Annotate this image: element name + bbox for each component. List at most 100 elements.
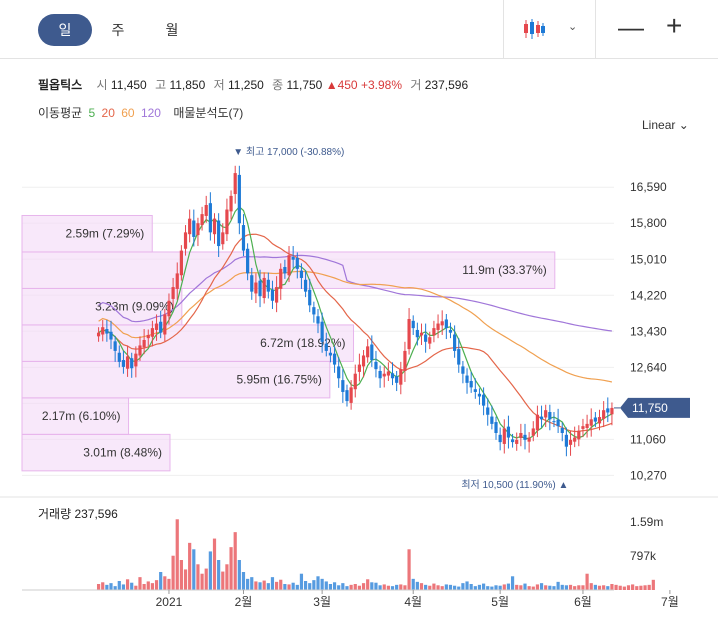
candle-body (440, 321, 444, 326)
tab-week[interactable]: 주 (111, 22, 125, 38)
candle-body (250, 275, 254, 292)
volume-bar (109, 583, 113, 590)
chevron-down-icon: ⌄ (678, 118, 689, 132)
x-tick-label: 3월 (313, 595, 331, 609)
volume-bar (250, 577, 254, 590)
candle-body (544, 410, 548, 418)
volume-bar (154, 580, 159, 590)
volume-bar (237, 560, 241, 590)
volume-bar (150, 583, 155, 590)
candle-body (366, 346, 370, 358)
candle-body (415, 329, 419, 338)
candle-body (548, 412, 552, 420)
candlestick-icon[interactable] (522, 18, 546, 40)
candle-body (581, 426, 585, 429)
tab-month[interactable]: 월 (165, 22, 179, 38)
volume-bar (101, 582, 105, 590)
volume-value: 237,596 (424, 78, 469, 92)
candle-body (490, 416, 494, 424)
volume-bar (349, 584, 353, 590)
candle-body (585, 423, 589, 428)
candle-body (382, 373, 386, 377)
candle-body (345, 390, 349, 402)
candle-body (159, 321, 163, 333)
candle-body (577, 430, 581, 440)
volume-bar (465, 581, 469, 590)
candle-body (424, 334, 428, 342)
candle-body (200, 214, 204, 226)
volume-bar (481, 583, 486, 590)
volume-bar (415, 581, 419, 590)
candle-body (564, 434, 568, 447)
volume-bar (618, 585, 622, 590)
volume-bar (639, 585, 643, 590)
volume-bar (568, 584, 573, 590)
volume-bar (204, 568, 208, 590)
min-annotation: 최저 10,500 (11.90%) ▲ (461, 479, 568, 491)
candle-body (291, 256, 295, 260)
candle-body (444, 319, 448, 329)
candle-body (395, 376, 399, 383)
scale-selector[interactable]: Linear ⌄ (642, 118, 689, 132)
volume-bar (515, 584, 519, 590)
volume-bar (498, 585, 502, 590)
candle-body (121, 360, 126, 367)
last-price-label: 11,750 (632, 401, 668, 415)
candle-body (481, 394, 486, 406)
candle-body (283, 267, 287, 274)
volume-bar (188, 542, 192, 590)
volume-bar (494, 585, 498, 590)
volume-bar (316, 576, 320, 590)
volume-bar (105, 584, 109, 590)
volume-bar (279, 579, 283, 590)
chart-toolbar: 일 주 월 ⌄ — + (0, 0, 718, 59)
candle-body (125, 356, 130, 369)
volume-bar (506, 583, 511, 590)
candle-body (556, 419, 560, 427)
change-value: ▲450 (325, 78, 358, 92)
candle-body (436, 323, 440, 330)
volume-bar (602, 585, 606, 590)
candle-body (506, 426, 511, 438)
candle-body (419, 332, 424, 336)
zoom-out-button[interactable]: — (618, 12, 644, 42)
candle-body (390, 373, 395, 379)
divider (503, 0, 504, 58)
x-tick-label: 2월 (235, 595, 253, 609)
volume-tick-label: 797k (630, 549, 657, 563)
candle-body (101, 327, 105, 335)
candle-body (573, 437, 577, 442)
volume-bar (453, 585, 457, 590)
volume-bar (424, 584, 428, 590)
volume-bar (436, 585, 440, 590)
volume-profile-bar (21, 324, 355, 362)
volume-bar (527, 586, 531, 590)
volume-bar (134, 585, 138, 590)
change-percent: +3.98% (360, 78, 402, 92)
volume-bar (121, 584, 126, 590)
candle-body (341, 380, 345, 392)
candle-body (324, 343, 328, 351)
volume-bar (196, 564, 200, 590)
x-tick-label: 6월 (574, 595, 592, 609)
candle-body (192, 220, 196, 237)
volume-bar (643, 585, 647, 590)
volume-bar (171, 555, 175, 590)
zoom-in-button[interactable]: + (666, 10, 683, 41)
candle-body (270, 289, 275, 301)
volume-bar (548, 585, 552, 590)
ma20-label: 20 (101, 106, 115, 120)
candle-body (233, 173, 237, 195)
volume-bar (552, 586, 556, 590)
tab-day[interactable]: 일 (38, 14, 92, 46)
volume-bar (221, 571, 225, 590)
volume-bar (241, 572, 246, 590)
moving-average-legend[interactable]: 이동평균 5 20 60 120 매물분석도(7) (38, 104, 246, 121)
y-tick-label: 10,270 (630, 468, 667, 482)
x-tick-label: 7월 (661, 595, 679, 609)
chevron-down-icon[interactable]: ⌄ (568, 21, 578, 33)
candle-body (560, 427, 564, 433)
volume-bar (606, 586, 610, 590)
volume-tick-label: 1.59m (630, 515, 663, 529)
